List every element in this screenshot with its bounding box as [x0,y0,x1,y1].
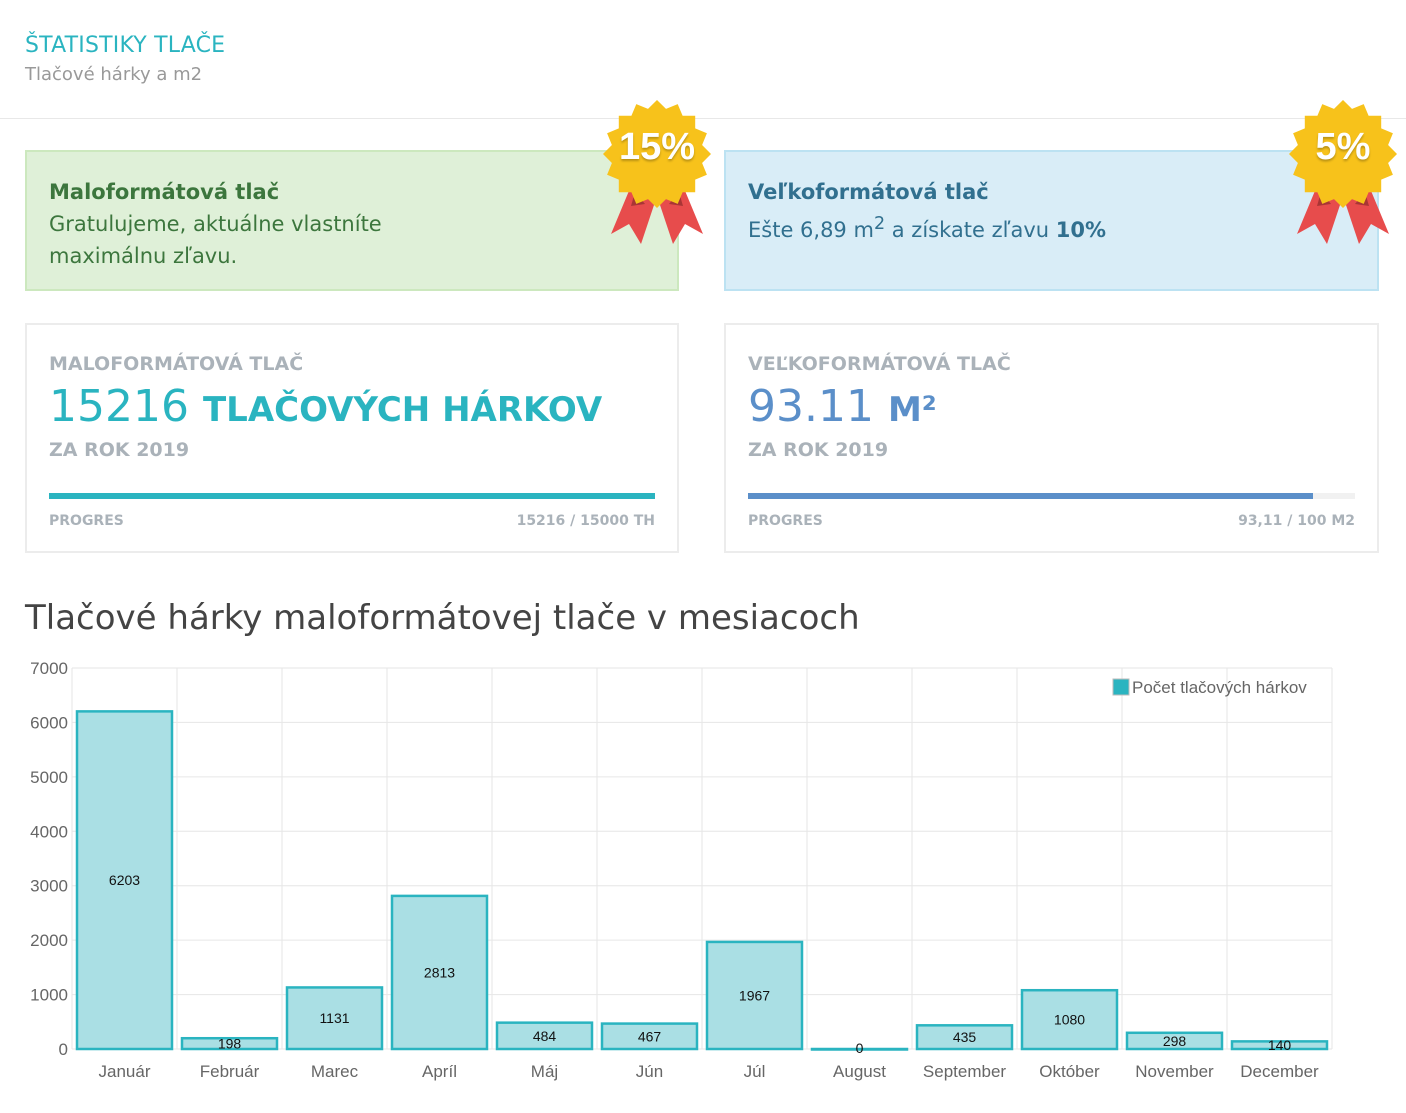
ribbon-badge-icon [603,100,711,244]
page-header: ŠTATISTIKY TLAČE Tlačové hárky a m2 [25,33,225,85]
large-format-alert-text-start: Ešte 6,89 m [748,218,874,242]
small-format-progress-bar [49,493,655,499]
discount-badge-large-label: 5% [1315,126,1371,168]
bar [600,1022,699,1051]
large-format-progress-fill [748,493,1314,499]
y-tick-label: 1000 [30,986,68,1005]
bar-value-label: 2813 [424,964,455,980]
y-tick-label: 6000 [30,713,68,732]
small-format-progress-value: 15216 / 15000 TH [516,513,655,529]
bar-value-label: 298 [1163,1033,1187,1049]
small-format-stats-label: MALOFORMÁTOVÁ TLAČ [49,353,304,375]
y-tick-label: 4000 [30,822,68,841]
x-tick-label: December [1240,1062,1319,1081]
bar [1020,988,1119,1051]
small-format-progress-label: PROGRES [49,513,124,529]
large-format-alert: Veľkoformátová tlač Ešte 6,89 m2 a získa… [724,150,1379,291]
bar-value-label: 1131 [319,1010,349,1026]
small-format-stats-card: MALOFORMÁTOVÁ TLAČ 15216 TLAČOVÝCH HÁRKO… [25,323,679,553]
large-format-alert-text-bold: 10% [1055,218,1107,242]
page-subtitle: Tlačové hárky a m2 [25,64,203,85]
large-format-stats-number: 93.11 [748,381,874,432]
bar [180,1036,279,1051]
x-tick-label: Január [99,1062,151,1081]
y-tick-label: 0 [59,1040,68,1059]
large-format-progress-value: 93,11 / 100 M2 [1238,513,1355,529]
bar [705,940,804,1051]
x-tick-label: August [833,1062,886,1081]
bar [390,894,489,1051]
large-format-alert-title: Veľkoformátová tlač [748,180,989,204]
legend-label: Počet tlačových hárkov [1132,678,1307,697]
large-format-alert-text-sup: 2 [873,214,886,234]
large-format-progress-bar [748,493,1355,499]
bar-value-label: 140 [1268,1037,1292,1053]
page-title: ŠTATISTIKY TLAČE [25,33,226,58]
bar [1230,1040,1329,1051]
large-format-alert-text: Ešte 6,89 m2 a získate zľavu 10% [748,208,1355,246]
ribbon-badge-icon [1289,100,1397,244]
x-tick-label: Máj [531,1062,558,1081]
bar-value-label: 484 [533,1028,557,1044]
x-tick-label: Jún [636,1062,663,1081]
x-tick-label: Október [1039,1062,1100,1081]
chart-title: Tlačové hárky maloformátovej tlače v mes… [25,598,860,638]
large-format-stats-label: VEĽKOFORMÁTOVÁ TLAČ [748,353,1011,375]
x-tick-label: Marec [311,1062,359,1081]
x-tick-label: Júl [744,1062,766,1081]
small-format-alert-text: Gratulujeme, aktuálne vlastníte maximáln… [49,212,382,268]
x-tick-label: Február [200,1062,260,1081]
x-tick-label: September [923,1062,1006,1081]
large-format-stats-value: 93.11 M² [748,381,937,432]
small-format-stats-unit: TLAČOVÝCH HÁRKOV [202,390,603,430]
bar [495,1021,594,1051]
bar-value-label: 467 [638,1028,662,1044]
small-format-stats-number: 15216 [49,381,189,432]
bar-value-label: 1967 [739,987,770,1003]
large-format-stats-year: ZA ROK 2019 [748,439,889,461]
small-format-progress-fill [49,493,655,499]
x-tick-label: Apríl [422,1062,457,1081]
bar [1125,1031,1224,1051]
bar-value-label: 435 [953,1029,977,1045]
y-tick-label: 3000 [30,877,68,896]
large-format-alert-text-middle: a získate zľavu [885,218,1056,242]
large-format-stats-card: VEĽKOFORMÁTOVÁ TLAČ 93.11 M² ZA ROK 2019… [724,323,1379,553]
bar-value-label: 6203 [109,872,140,888]
discount-badge-large: 5% [1287,96,1399,246]
bar-value-label: 0 [856,1040,864,1056]
small-format-stats-value: 15216 TLAČOVÝCH HÁRKOV [49,381,602,432]
bar [915,1024,1014,1051]
discount-badge-small: 15% [601,96,713,246]
header-divider [0,118,1406,119]
small-format-alert: Maloformátová tlač Gratulujeme, aktuálne… [25,150,679,291]
bar-value-label: 198 [218,1036,242,1052]
bar-value-label: 1080 [1054,1012,1085,1028]
bar [810,1047,909,1051]
legend-swatch [1112,678,1130,696]
y-tick-label: 7000 [30,659,68,678]
bar [75,710,174,1051]
y-tick-label: 5000 [30,768,68,787]
y-tick-label: 2000 [30,931,68,950]
bar [285,986,384,1051]
discount-badge-small-label: 15% [618,126,696,168]
x-tick-label: November [1135,1062,1214,1081]
large-format-stats-unit: M² [887,390,937,430]
small-format-alert-title: Maloformátová tlač [49,180,280,204]
monthly-sheets-bar-chart: 0 1000 2000 3000 4000 5000 6000 7000 6203 Január 1… [30,659,1333,1081]
small-format-stats-year: ZA ROK 2019 [49,439,190,461]
large-format-progress-label: PROGRES [748,513,823,529]
